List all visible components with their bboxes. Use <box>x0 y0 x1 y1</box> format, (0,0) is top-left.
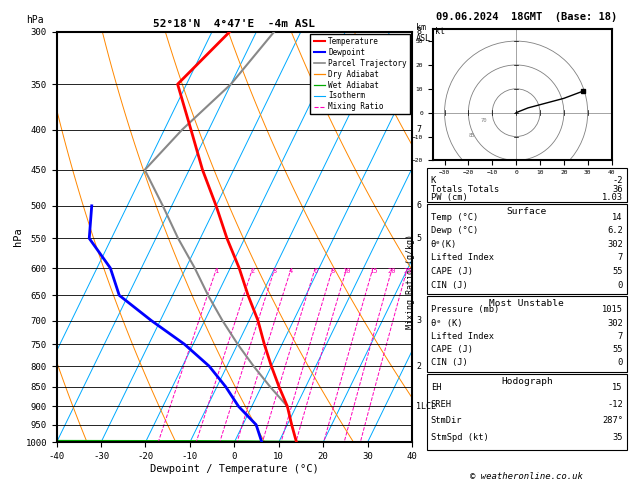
Text: 4: 4 <box>289 268 293 274</box>
Text: 7: 7 <box>618 254 623 262</box>
Text: 7: 7 <box>416 125 421 134</box>
Text: 5: 5 <box>416 234 421 243</box>
Text: EH: EH <box>431 383 441 392</box>
Text: 14: 14 <box>613 213 623 222</box>
Text: Pressure (mb): Pressure (mb) <box>431 305 499 314</box>
Text: Hodograph: Hodograph <box>501 377 553 386</box>
Text: θᵉ(K): θᵉ(K) <box>431 240 457 249</box>
Text: 70: 70 <box>481 118 487 123</box>
Text: 1LCL: 1LCL <box>416 402 436 411</box>
Text: StmDir: StmDir <box>431 416 462 425</box>
Text: Mixing Ratio (g/kg): Mixing Ratio (g/kg) <box>406 234 415 330</box>
X-axis label: Dewpoint / Temperature (°C): Dewpoint / Temperature (°C) <box>150 464 319 474</box>
Text: 6: 6 <box>313 268 318 274</box>
Text: Surface: Surface <box>507 207 547 216</box>
Text: 6.2: 6.2 <box>607 226 623 235</box>
Text: 287°: 287° <box>602 416 623 425</box>
Text: Lifted Index: Lifted Index <box>431 332 494 341</box>
Text: 0: 0 <box>618 280 623 290</box>
Text: Temp (°C): Temp (°C) <box>431 213 478 222</box>
Title: 52°18'N  4°47'E  -4m ASL: 52°18'N 4°47'E -4m ASL <box>153 19 315 30</box>
Text: 35: 35 <box>613 433 623 442</box>
Text: 8: 8 <box>416 27 421 36</box>
Text: 3: 3 <box>273 268 277 274</box>
Text: Lifted Index: Lifted Index <box>431 254 494 262</box>
Bar <box>426 374 627 450</box>
Y-axis label: hPa: hPa <box>13 227 23 246</box>
Text: 36: 36 <box>613 185 623 194</box>
Text: 2: 2 <box>250 268 255 274</box>
Text: Dewp (°C): Dewp (°C) <box>431 226 478 235</box>
Text: 09.06.2024  18GMT  (Base: 18): 09.06.2024 18GMT (Base: 18) <box>436 12 618 22</box>
Text: 20: 20 <box>388 268 396 274</box>
Text: 1015: 1015 <box>602 305 623 314</box>
Text: Totals Totals: Totals Totals <box>431 185 499 194</box>
Text: 302: 302 <box>607 318 623 328</box>
Legend: Temperature, Dewpoint, Parcel Trajectory, Dry Adiabat, Wet Adiabat, Isotherm, Mi: Temperature, Dewpoint, Parcel Trajectory… <box>311 34 409 114</box>
Text: Most Unstable: Most Unstable <box>489 299 564 308</box>
Text: 15: 15 <box>369 268 377 274</box>
Text: 55: 55 <box>613 345 623 354</box>
Text: CAPE (J): CAPE (J) <box>431 345 473 354</box>
Text: 3: 3 <box>416 316 421 325</box>
Text: θᵉ (K): θᵉ (K) <box>431 318 462 328</box>
Text: CIN (J): CIN (J) <box>431 359 467 367</box>
Text: 1: 1 <box>214 268 219 274</box>
Bar <box>426 296 627 372</box>
Text: K: K <box>431 176 436 186</box>
Bar <box>426 168 627 202</box>
Text: 25: 25 <box>403 268 411 274</box>
Text: CAPE (J): CAPE (J) <box>431 267 473 276</box>
Text: 15: 15 <box>613 383 623 392</box>
Text: 85: 85 <box>469 133 475 138</box>
Text: 8: 8 <box>331 268 335 274</box>
Text: © weatheronline.co.uk: © weatheronline.co.uk <box>470 472 583 481</box>
Text: 6: 6 <box>416 201 421 210</box>
Text: hPa: hPa <box>26 16 44 25</box>
Text: kt: kt <box>435 27 445 36</box>
Text: -12: -12 <box>607 399 623 409</box>
Text: 10: 10 <box>343 268 351 274</box>
Bar <box>426 204 627 294</box>
Text: -2: -2 <box>613 176 623 186</box>
Text: 302: 302 <box>607 240 623 249</box>
Text: 2: 2 <box>416 362 421 371</box>
Text: CIN (J): CIN (J) <box>431 280 467 290</box>
Text: 0: 0 <box>618 359 623 367</box>
Text: PW (cm): PW (cm) <box>431 193 467 202</box>
Text: 1.03: 1.03 <box>602 193 623 202</box>
Text: StmSpd (kt): StmSpd (kt) <box>431 433 489 442</box>
Text: SREH: SREH <box>431 399 452 409</box>
Text: km
ASL: km ASL <box>416 23 430 43</box>
Text: 7: 7 <box>618 332 623 341</box>
Text: 55: 55 <box>613 267 623 276</box>
